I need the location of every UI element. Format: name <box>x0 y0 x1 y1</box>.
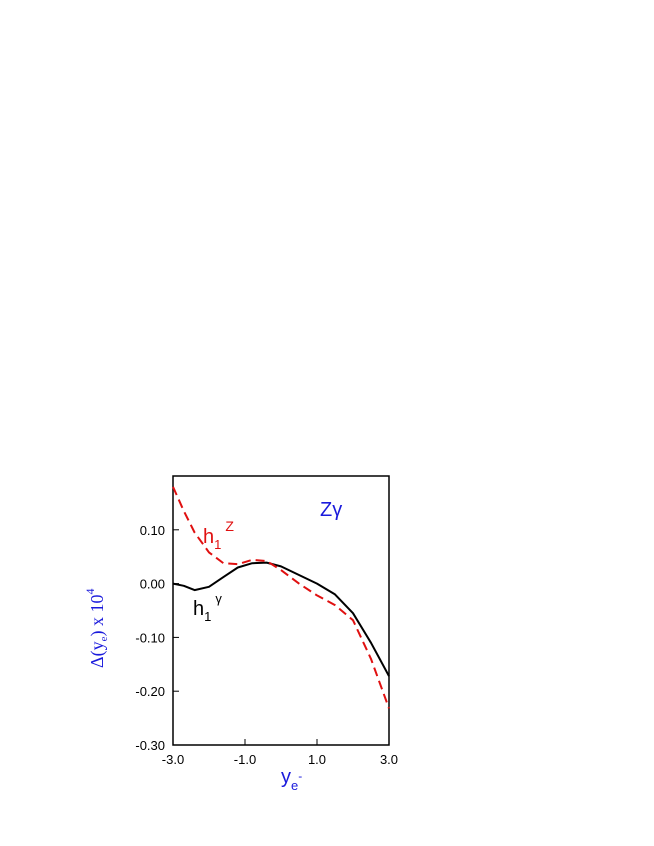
y-tick-label: 0.10 <box>140 523 165 538</box>
x-tick-label: -3.0 <box>162 752 184 767</box>
x-label-main: y <box>281 766 291 788</box>
series-line <box>172 486 390 709</box>
h1g-label: h1γ <box>193 591 222 624</box>
h1g-main: h <box>193 598 204 620</box>
series-line <box>172 561 390 677</box>
process-label: Zγ <box>320 499 342 521</box>
y-tick-label: -0.20 <box>135 684 165 699</box>
h1z-sub: 1 <box>214 537 221 552</box>
y-axis-label: Δ(ye) x 104 <box>83 589 110 668</box>
h1g-sub: 1 <box>204 609 211 624</box>
x-label-sub: e <box>291 778 298 793</box>
x-tick-label: -1.0 <box>234 752 256 767</box>
h1z-label: h1Z <box>203 518 234 552</box>
y-tick-label: -0.10 <box>135 630 165 645</box>
h1g-sup: γ <box>215 591 222 606</box>
h1z-main: h <box>203 526 214 548</box>
h1z-sup: Z <box>225 518 234 534</box>
x-label-sup: - <box>298 769 302 783</box>
plot-frame <box>172 475 390 746</box>
y-tick-label: 0.00 <box>140 577 165 592</box>
x-tick-label: 1.0 <box>308 752 326 767</box>
x-axis-label: ye- <box>281 766 302 793</box>
lines <box>172 486 390 709</box>
y-tick-label: -0.30 <box>135 738 165 753</box>
y-label-sup: 4 <box>83 589 97 595</box>
y-label-sub: e <box>98 636 110 641</box>
x-tick-label: 3.0 <box>380 752 398 767</box>
y-label-rest: ) x 10 <box>87 595 108 637</box>
ticks: -3.0 -1.0 1.0 3.0 0.10 0.00 -0.10 -0.20 -0.30 <box>135 523 398 767</box>
y-label-main: Δ(y <box>87 641 108 668</box>
